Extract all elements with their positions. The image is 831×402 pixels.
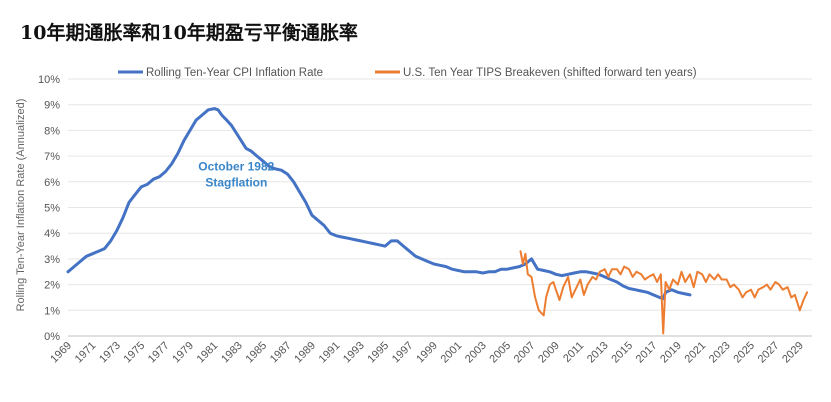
- y-tick-label: 0%: [44, 331, 60, 343]
- x-tick-label: 2029: [780, 340, 806, 366]
- legend-label-tips: U.S. Ten Year TIPS Breakeven (shifted fo…: [403, 67, 697, 79]
- legend-label-cpi: Rolling Ten-Year CPI Inflation Rate: [146, 67, 323, 79]
- x-tick-label: 1995: [365, 340, 391, 366]
- annotation-line-1: October 1982: [198, 160, 274, 174]
- x-tick-label: 2025: [731, 340, 757, 366]
- series-lines: [66, 107, 809, 335]
- x-tick-label: 1969: [48, 340, 74, 366]
- x-tick-label: 2009: [536, 340, 562, 366]
- x-tick-label: 2027: [756, 340, 782, 366]
- y-tick-label: 8%: [44, 125, 60, 137]
- series-line-tips: [519, 250, 809, 335]
- y-tick-label: 7%: [44, 151, 60, 163]
- chart-title: 10年期通胀率和10年期盈亏平衡通胀率: [20, 22, 358, 44]
- y-tick-label: 2%: [44, 280, 60, 292]
- x-tick-label: 2001: [439, 340, 465, 366]
- x-tick-label: 2015: [609, 340, 635, 366]
- x-tick-label: 2021: [683, 340, 709, 366]
- y-tick-label: 3%: [44, 254, 60, 266]
- x-tick-label: 1977: [146, 340, 172, 366]
- x-tick-label: 2003: [463, 340, 489, 366]
- x-tick-label: 2007: [512, 340, 538, 366]
- x-tick-label: 1973: [97, 340, 123, 366]
- y-tick-label: 4%: [44, 228, 60, 240]
- x-tick-label: 1997: [390, 340, 416, 366]
- x-tick-label: 1985: [243, 340, 269, 366]
- x-axis-ticks: 1969197119731975197719791981198319851987…: [48, 340, 806, 366]
- x-tick-label: 1993: [341, 340, 367, 366]
- x-tick-label: 1979: [170, 340, 196, 366]
- x-tick-label: 1975: [122, 340, 148, 366]
- x-tick-label: 2019: [658, 340, 684, 366]
- series-line-cpi: [66, 107, 692, 301]
- y-axis-ticks: 0% 1% 2% 3% 4% 5% 6% 7% 8% 9% 10%: [38, 74, 60, 343]
- y-tick-label: 1%: [44, 305, 60, 317]
- annotation-line-2: Stagflation: [205, 176, 267, 190]
- y-tick-label: 10%: [38, 74, 60, 86]
- x-tick-label: 1989: [292, 340, 318, 366]
- x-tick-label: 1971: [73, 340, 99, 366]
- x-tick-label: 2023: [707, 340, 733, 366]
- legend: Rolling Ten-Year CPI Inflation Rate U.S.…: [118, 67, 697, 79]
- x-tick-label: 1999: [414, 340, 440, 366]
- y-tick-label: 9%: [44, 100, 60, 112]
- x-tick-label: 2013: [585, 340, 611, 366]
- y-tick-label: 5%: [44, 203, 60, 215]
- x-tick-label: 1991: [317, 340, 343, 366]
- x-tick-label: 2005: [487, 340, 513, 366]
- x-tick-label: 2011: [561, 340, 586, 365]
- y-axis-label: Rolling Ten-Year Inflation Rate (Annuali…: [15, 99, 27, 312]
- x-tick-label: 1987: [268, 340, 294, 366]
- x-tick-label: 1983: [219, 340, 245, 366]
- x-tick-label: 1981: [195, 340, 221, 366]
- x-tick-label: 2017: [634, 340, 660, 366]
- y-tick-label: 6%: [44, 177, 60, 189]
- gridlines: [68, 78, 812, 337]
